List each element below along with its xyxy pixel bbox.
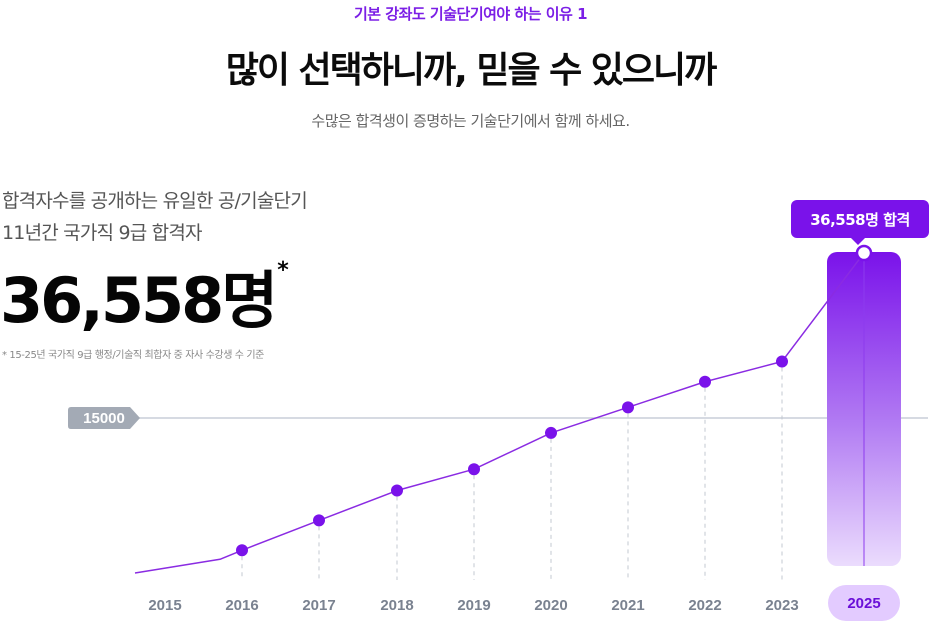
total-passers-value: 36,558명 [0, 264, 278, 337]
highlight-year-pill: 2025 [828, 585, 900, 621]
data-point-2023 [776, 355, 788, 368]
data-point-2016 [236, 544, 248, 557]
x-tick-2020: 2020 [534, 597, 567, 614]
reference-label: 15000 [83, 410, 125, 427]
footnote-asterisk: * [277, 258, 288, 283]
total-callout: 36,558명 합격 [791, 200, 929, 245]
x-tick-2021: 2021 [611, 597, 644, 614]
series-line [134, 252, 865, 574]
x-tick-2019: 2019 [457, 597, 490, 614]
x-tick-2022: 2022 [688, 597, 721, 614]
description-line-1: 합격자수를 공개하는 유일한 공/기술단기 [2, 190, 308, 212]
headline: 많이 선택하니까, 믿을 수 있으니까 [225, 50, 718, 91]
x-tick-2023: 2023 [765, 597, 798, 614]
data-point-2020 [545, 426, 557, 439]
data-point-2017 [313, 514, 325, 527]
reference-tag [68, 407, 140, 429]
eyebrow-text: 기본 강좌도 기술단기여야 하는 이유 1 [353, 5, 588, 23]
x-tick-2017: 2017 [302, 597, 335, 614]
subtitle: 수많은 합격생이 증명하는 기술단기에서 함께 하세요. [311, 112, 630, 130]
x-tick-2016: 2016 [225, 597, 258, 614]
total-passers-number: 36,558명* [0, 250, 289, 340]
data-point-2021 [622, 401, 634, 414]
data-point-2018 [391, 484, 403, 497]
x-tick-2015: 2015 [148, 597, 181, 614]
x-tick-2018: 2018 [380, 597, 413, 614]
data-point-2019 [468, 463, 480, 476]
data-point-2025 [855, 244, 873, 262]
data-point-2022 [699, 375, 711, 388]
footnote: * 15-25년 국가직 9급 행정/기술직 최합자 중 자사 수강생 수 기준 [2, 350, 264, 361]
description-line-2: 11년간 국가직 9급 합격자 [2, 222, 203, 244]
